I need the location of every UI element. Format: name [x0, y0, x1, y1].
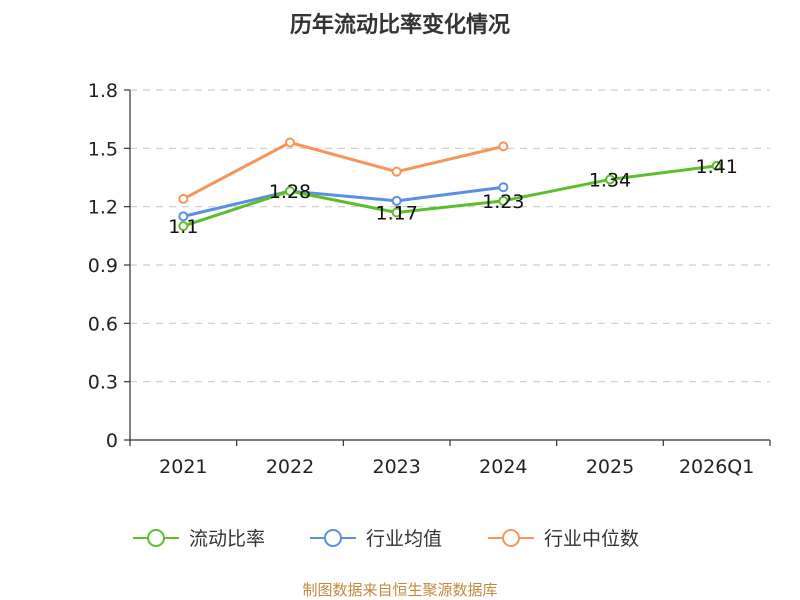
x-tick-label: 2022 — [266, 456, 314, 478]
data-label: 1.34 — [589, 169, 631, 191]
data-point — [285, 186, 295, 197]
x-tick-label: 2024 — [479, 456, 527, 478]
axes: 0 0.3 0.6 0.9 1.2 1.5 1.8 2021 2022 2023 2024 2025 2… — [88, 80, 771, 478]
legend: 流动比率 行业均值 行业中位数 — [133, 528, 639, 550]
y-tick-label: 1.2 — [88, 197, 118, 219]
data-point — [391, 207, 402, 218]
legend-swatch-marker — [147, 529, 165, 547]
y-tick-label: 0 — [106, 430, 118, 452]
data-point — [498, 141, 509, 152]
data-point — [711, 160, 722, 171]
legend-label: 行业均值 — [366, 528, 442, 550]
series-line-3 — [182, 141, 504, 201]
data-label: 1.41 — [696, 156, 738, 178]
data-point — [178, 221, 189, 232]
x-tick-label: 2023 — [372, 456, 420, 478]
data-point — [605, 174, 615, 185]
data-point — [178, 211, 189, 222]
data-point — [498, 195, 509, 206]
chart-title: 历年流动比率变化情况 — [290, 12, 510, 38]
y-tick-label: 1.5 — [88, 138, 118, 160]
source-note: 制图数据来自恒生聚源数据库 — [302, 581, 497, 599]
grid-lines — [130, 89, 770, 383]
y-tick-label: 1.8 — [88, 80, 118, 102]
data-labels: 1.1 1.28 1.17 1.23 1.34 1.41 — [168, 156, 738, 238]
series-line-1 — [182, 164, 717, 228]
legend-label: 流动比率 — [189, 528, 265, 550]
x-tick-label: 2025 — [586, 456, 634, 478]
data-point — [178, 193, 189, 204]
series-line-2 — [182, 185, 504, 218]
y-tick-label: 0.3 — [88, 372, 118, 394]
series-layer — [178, 137, 722, 232]
data-point — [391, 166, 402, 177]
data-point — [498, 182, 509, 193]
y-tick-label: 0.6 — [88, 313, 118, 335]
data-point — [285, 137, 295, 148]
data-label: 1.17 — [376, 203, 418, 225]
y-tick-label: 0.9 — [88, 255, 118, 277]
data-label: 1.28 — [269, 181, 311, 203]
data-label: 1.1 — [168, 216, 198, 238]
legend-swatch-marker — [502, 529, 520, 547]
legend-swatch-marker — [324, 529, 342, 547]
data-label: 1.23 — [482, 191, 524, 213]
data-point — [391, 195, 402, 206]
legend-label: 行业中位数 — [544, 528, 639, 550]
x-tick-label: 2021 — [159, 456, 207, 478]
x-tick-label: 2026Q1 — [679, 456, 754, 478]
